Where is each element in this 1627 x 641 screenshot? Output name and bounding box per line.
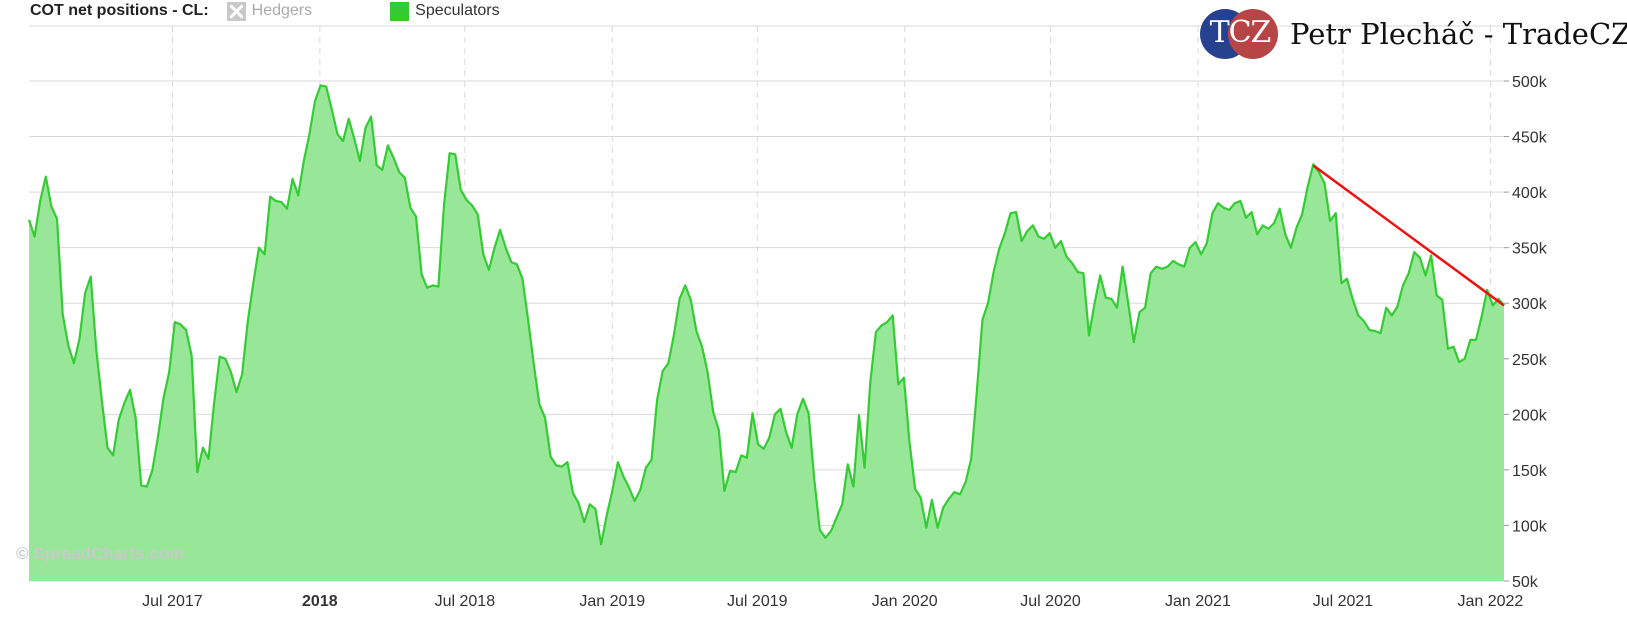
x-tick-label: Jul 2020: [1020, 593, 1081, 610]
y-tick-label: 300k: [1512, 296, 1548, 313]
legend-label-speculators: Speculators: [415, 2, 500, 19]
legend-label-hedgers: Hedgers: [251, 2, 313, 19]
credits: © SpreadCharts.com: [16, 544, 185, 563]
trendline: [1312, 164, 1505, 307]
legend-item-hedgers[interactable]: Hedgers: [226, 1, 313, 21]
x-tick-label: Jan 2019: [579, 593, 645, 610]
x-tick-label: Jul 2021: [1313, 593, 1374, 610]
brand-name: Petr Plecháč - TradeCZ: [1290, 17, 1627, 51]
y-tick-label: 450k: [1512, 130, 1548, 147]
speculators-line: [27, 84, 1505, 546]
x-tick-label: Jul 2017: [142, 593, 203, 610]
x-tick-label: Jul 2018: [435, 593, 496, 610]
chart-title: COT net positions - CL:: [30, 2, 209, 19]
tcz-logo-icon: TCZ: [1200, 7, 1280, 61]
logo-text: TCZ: [1209, 15, 1272, 50]
axis-layer: 50k 100k 150k 200k 250k 300k 350k 400k 450k 500k J…: [142, 74, 1548, 610]
legend-item-speculators[interactable]: Speculators: [390, 1, 500, 21]
y-tick-label: 500k: [1512, 74, 1548, 91]
y-tick-label: 250k: [1512, 352, 1548, 369]
y-tick-label: 150k: [1512, 463, 1548, 480]
x-tick-label: Jan 2020: [872, 593, 938, 610]
y-tick-label: 200k: [1512, 407, 1548, 424]
legend: COT net positions - CL: Hedgers Speculat…: [30, 0, 500, 22]
y-tick-label: 100k: [1512, 518, 1548, 535]
y-tick-label: 50k: [1512, 574, 1539, 591]
hedgers-hidden-icon: [226, 1, 246, 21]
x-tick-label: Jan 2021: [1165, 593, 1231, 610]
y-tick-label: 350k: [1512, 241, 1548, 258]
speculators-swatch-icon: [390, 1, 410, 21]
brand-watermark: TCZ Petr Plecháč - TradeCZ: [1200, 6, 1627, 62]
x-tick-label: Jan 2022: [1457, 593, 1523, 610]
x-tick-label: Jul 2019: [727, 593, 788, 610]
x-tick-label: 2018: [302, 593, 338, 610]
series-layer: [27, 84, 1505, 582]
y-tick-label: 400k: [1512, 185, 1548, 202]
speculators-area: [29, 85, 1504, 582]
